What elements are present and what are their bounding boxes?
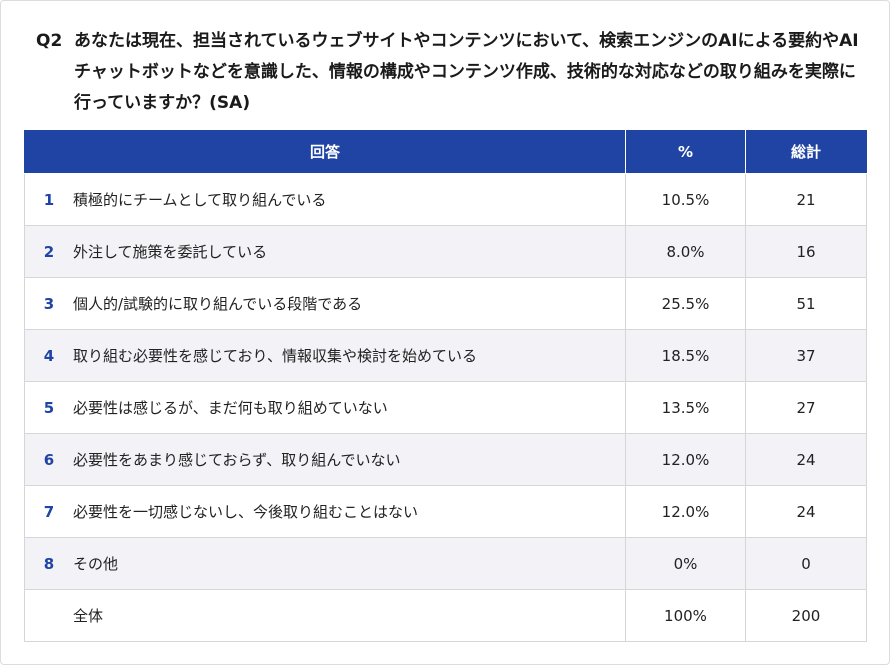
- row-percent: 100%: [625, 589, 746, 642]
- row-total: 51: [745, 277, 867, 330]
- row-total: 24: [745, 433, 867, 486]
- row-label: 必要性を一切感じないし、今後取り組むことはない: [73, 503, 419, 521]
- table-row: 8 その他 0% 0: [24, 537, 867, 590]
- row-total: 24: [745, 485, 867, 538]
- row-label: 外注して施策を委託している: [73, 243, 268, 261]
- table-total-row: 全体 100% 200: [24, 589, 867, 642]
- row-label: その他: [73, 555, 119, 573]
- row-percent: 12.0%: [625, 485, 746, 538]
- row-index: 2: [43, 242, 55, 261]
- row-label: 個人的/試験的に取り組んでいる段階である: [73, 295, 363, 313]
- table-row: 4 取り組む必要性を感じており、情報収集や検討を始めている 18.5% 37: [24, 329, 867, 382]
- table-header-row: 回答 % 総計: [24, 130, 867, 174]
- row-percent: 12.0%: [625, 433, 746, 486]
- row-label: 必要性をあまり感じておらず、取り組んでいない: [73, 451, 401, 469]
- row-total: 0: [745, 537, 867, 590]
- table-row: 5 必要性は感じるが、まだ何も取り組めていない 13.5% 27: [24, 381, 867, 434]
- row-percent: 13.5%: [625, 381, 746, 434]
- question-number: Q2: [36, 31, 63, 51]
- header-percent: %: [625, 130, 746, 174]
- table-row: 6 必要性をあまり感じておらず、取り組んでいない 12.0% 24: [24, 433, 867, 486]
- row-label: 必要性は感じるが、まだ何も取り組めていない: [73, 399, 388, 417]
- row-total: 21: [745, 173, 867, 226]
- row-index: 1: [43, 190, 55, 209]
- question-text: あなたは現在、担当されているウェブサイトやコンテンツにおいて、検索エンジンのAI…: [74, 31, 859, 113]
- question-block: Q2 あなたは現在、担当されているウェブサイトやコンテンツにおいて、検索エンジン…: [36, 26, 866, 119]
- row-percent: 25.5%: [625, 277, 746, 330]
- row-total: 200: [745, 589, 867, 642]
- header-total: 総計: [745, 130, 867, 174]
- header-answer: 回答: [24, 130, 626, 174]
- row-percent: 0%: [625, 537, 746, 590]
- row-label: 積極的にチームとして取り組んでいる: [73, 191, 327, 209]
- table-row: 1 積極的にチームとして取り組んでいる 10.5% 21: [24, 173, 867, 226]
- row-index: 8: [43, 554, 55, 573]
- row-index: 5: [43, 398, 55, 417]
- row-index: 7: [43, 502, 55, 521]
- row-total: 16: [745, 225, 867, 278]
- row-label: 取り組む必要性を感じており、情報収集や検討を始めている: [73, 347, 477, 365]
- row-percent: 8.0%: [625, 225, 746, 278]
- row-total: 27: [745, 381, 867, 434]
- row-total: 37: [745, 329, 867, 382]
- table-row: 2 外注して施策を委託している 8.0% 16: [24, 225, 867, 278]
- results-table: 回答 % 総計 1 積極的にチームとして取り組んでいる 10.5% 21 2 外注し…: [24, 130, 867, 642]
- table-row: 3 個人的/試験的に取り組んでいる段階である 25.5% 51: [24, 277, 867, 330]
- row-index: 3: [43, 294, 55, 313]
- row-index: 4: [43, 346, 55, 365]
- table-row: 7 必要性を一切感じないし、今後取り組むことはない 12.0% 24: [24, 485, 867, 538]
- row-percent: 18.5%: [625, 329, 746, 382]
- row-index: 6: [43, 450, 55, 469]
- row-label: 全体: [73, 607, 104, 625]
- row-percent: 10.5%: [625, 173, 746, 226]
